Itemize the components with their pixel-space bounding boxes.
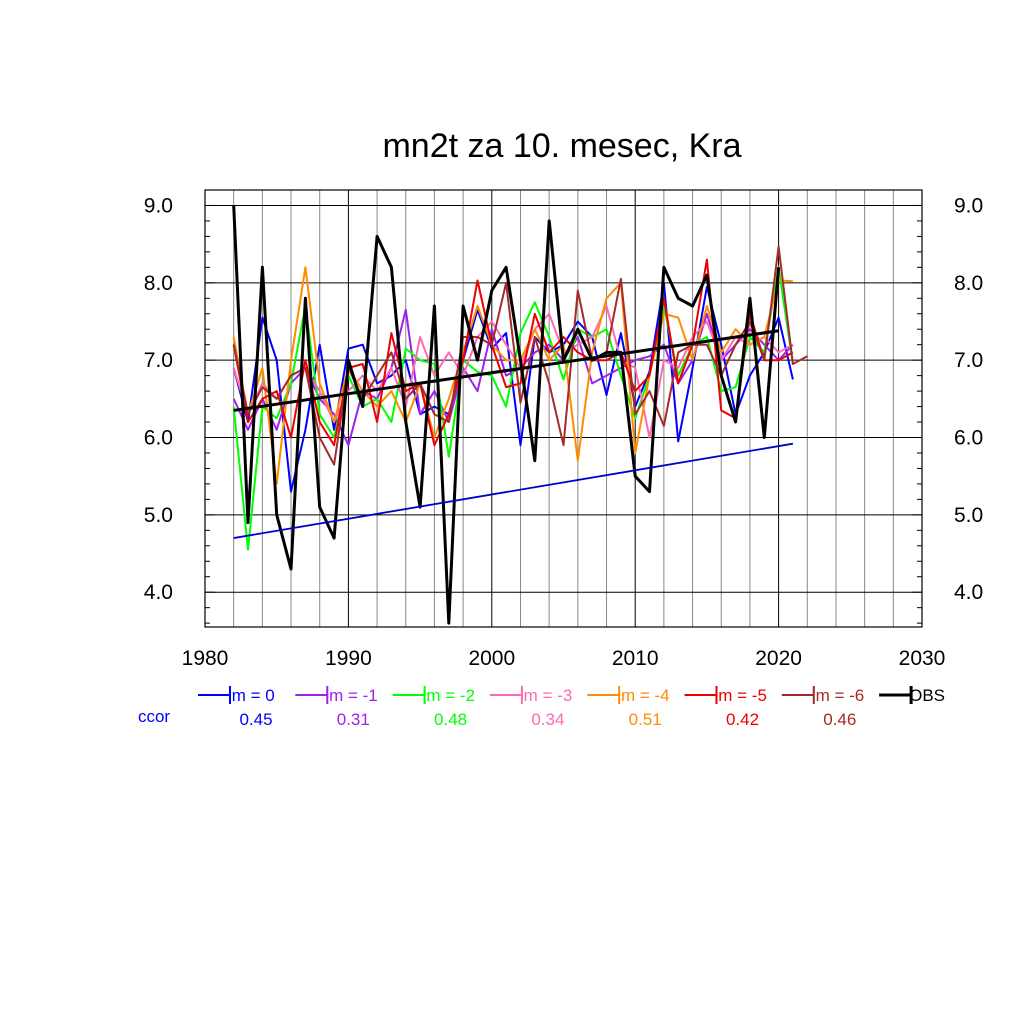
- x-tick-label: 1980: [182, 647, 229, 670]
- y-tick-label-left: 5.0: [144, 504, 173, 527]
- legend-label-7: OBS: [909, 686, 945, 705]
- x-tick-label: 1990: [325, 647, 372, 670]
- legend-label-5: lm = -5: [715, 686, 767, 705]
- legend-label-0: lm = 0: [228, 686, 275, 705]
- series-line-lm-4: [232, 266, 793, 485]
- ccor-value-6: 0.46: [823, 710, 856, 729]
- y-tick-label-left: 8.0: [144, 272, 173, 295]
- legend-label-4: lm = -4: [617, 686, 669, 705]
- y-tick-label-left: 9.0: [144, 194, 173, 217]
- series-line-lm-0: [232, 281, 794, 493]
- ticks: 4.0 4.0 5.0 5.0 6.0 6.0 7.0 7.0 8.0 8.0 9.0 9.0 1980…: [144, 189, 983, 670]
- legend-label-1: lm = -1: [325, 686, 377, 705]
- ccor-value-3: 0.34: [531, 710, 564, 729]
- trend-model-line: [233, 442, 794, 539]
- y-tick-label-right: 9.0: [954, 194, 983, 217]
- ccor-value-4: 0.51: [629, 710, 662, 729]
- series-line-obs: [232, 205, 781, 625]
- trend-layer: [233, 329, 794, 539]
- ccor-value-5: 0.42: [726, 710, 759, 729]
- series-line-lm-5: [232, 258, 794, 447]
- y-tick-label-right: 6.0: [954, 427, 983, 450]
- ccor-value-1: 0.31: [337, 710, 370, 729]
- legend-label-2: lm = -2: [423, 686, 475, 705]
- x-tick-label: 2000: [468, 647, 515, 670]
- y-tick-label-left: 6.0: [144, 427, 173, 450]
- y-tick-label-right: 7.0: [954, 349, 983, 372]
- plot-border: [204, 189, 923, 628]
- x-tick-label: 2030: [899, 647, 946, 670]
- ccor-value-0: 0.45: [239, 710, 272, 729]
- series-layer: [232, 205, 808, 625]
- y-tick-label-left: 7.0: [144, 349, 173, 372]
- series-line-lm-6: [232, 245, 808, 466]
- x-tick-label: 2020: [755, 647, 802, 670]
- legend-label-6: lm = -6: [812, 686, 864, 705]
- y-tick-label-right: 8.0: [954, 272, 983, 295]
- trend-obs-line: [233, 329, 779, 412]
- ccor-value-2: 0.48: [434, 710, 467, 729]
- y-tick-label-right: 4.0: [954, 581, 983, 604]
- chart-title: mn2t za 10. mesec, Kra: [382, 127, 741, 165]
- grid: [204, 190, 923, 627]
- x-tick-label: 2010: [612, 647, 659, 670]
- y-tick-label-right: 5.0: [954, 504, 983, 527]
- plot-frame: [204, 189, 923, 628]
- y-tick-label-left: 4.0: [144, 581, 173, 604]
- legend: ccor lm = 0 0.45 lm = -1 0.31 lm = -2 0.48 lm …: [138, 686, 945, 729]
- legend-label-3: lm = -3: [520, 686, 572, 705]
- ccor-label: ccor: [138, 707, 170, 726]
